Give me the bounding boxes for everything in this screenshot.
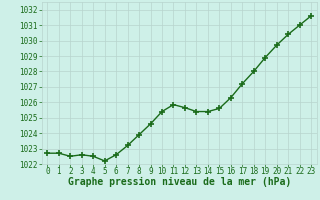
X-axis label: Graphe pression niveau de la mer (hPa): Graphe pression niveau de la mer (hPa) [68,177,291,187]
